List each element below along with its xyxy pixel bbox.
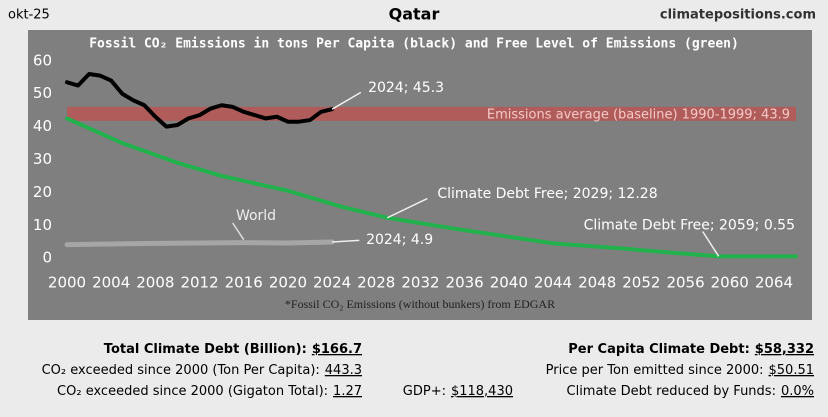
site: climatepositions.com <box>660 8 816 23</box>
footnote: *Fossil CO₂ Emissions (without bunkers) … <box>285 297 555 311</box>
stat: CO₂ exceeded since 2000 (Ton Per Capita)… <box>42 363 362 378</box>
y-tick-label: 20 <box>33 183 52 201</box>
stat-label: Total Climate Debt (Billion): <box>104 342 307 357</box>
baseline-label: Emissions average (baseline) 1990-1999; … <box>487 107 790 122</box>
x-tick-label: 2028 <box>357 274 395 292</box>
x-tick-label: 2060 <box>711 274 749 292</box>
annotation: Climate Debt Free; 2059; 0.55 <box>584 217 795 233</box>
x-tick-label: 2064 <box>755 274 793 292</box>
y-tick-label: 10 <box>33 216 52 234</box>
leader <box>331 91 362 110</box>
annotation: 2024; 4.9 <box>366 232 433 248</box>
x-tick-label: 2044 <box>534 274 572 292</box>
x-tick-label: 2052 <box>622 274 660 292</box>
leader <box>702 231 720 257</box>
stat-label: CO₂ exceeded since 2000 (Ton Per Capita)… <box>42 363 320 378</box>
y-tick-label: 50 <box>33 84 52 102</box>
leader <box>332 239 360 243</box>
stat: Per Capita Climate Debt: $58,332 <box>568 342 814 357</box>
date: okt-25 <box>8 8 50 23</box>
stat-value: 443.3 <box>325 363 362 378</box>
stat-value: $50.51 <box>769 363 815 378</box>
stat-label: Price per Ton emitted since 2000: <box>546 363 764 378</box>
stat-value: $166.7 <box>312 342 362 357</box>
leader <box>386 197 428 219</box>
stat-value: $58,332 <box>755 342 814 357</box>
x-tick-label: 2048 <box>578 274 616 292</box>
series-line <box>64 239 335 248</box>
y-tick-label: 60 <box>33 51 52 69</box>
x-tick-label: 2012 <box>180 274 218 292</box>
stat-value: 1.27 <box>333 384 362 399</box>
x-tick-label: 2032 <box>401 274 439 292</box>
x-tick-label: 2000 <box>48 274 86 292</box>
plot-panel <box>28 30 812 320</box>
leader <box>232 222 245 241</box>
stat-label: Climate Debt reduced by Funds: <box>567 384 776 399</box>
y-tick-label: 0 <box>42 249 52 267</box>
stat: GDP+: $118,430 <box>403 384 513 399</box>
series-label: World <box>236 208 276 224</box>
stat: Price per Ton emitted since 2000: $50.51 <box>546 363 814 378</box>
stat: Climate Debt reduced by Funds: 0.0% <box>567 384 815 399</box>
stat-label: CO₂ exceeded since 2000 (Gigaton Total): <box>57 384 328 399</box>
y-tick-label: 40 <box>33 117 52 135</box>
annotation: 2024; 45.3 <box>368 80 444 96</box>
x-tick-label: 2040 <box>490 274 528 292</box>
chart-title: Fossil CO₂ Emissions in tons Per Capita … <box>89 37 739 52</box>
y-tick-label: 30 <box>33 150 52 168</box>
stat: Total Climate Debt (Billion): $166.7 <box>104 342 362 357</box>
stat-label: GDP+: <box>403 384 446 399</box>
stat-value: 0.0% <box>781 384 814 399</box>
x-tick-label: 2024 <box>313 274 351 292</box>
stat: CO₂ exceeded since 2000 (Gigaton Total):… <box>57 384 362 399</box>
series-line <box>65 72 335 129</box>
x-tick-label: 2056 <box>666 274 704 292</box>
annotation: Climate Debt Free; 2029; 12.28 <box>437 186 657 202</box>
series-line <box>65 116 798 259</box>
x-tick-label: 2036 <box>446 274 484 292</box>
x-tick-label: 2004 <box>92 274 130 292</box>
country: Qatar <box>389 5 440 24</box>
x-tick-label: 2016 <box>225 274 263 292</box>
stat-label: Per Capita Climate Debt: <box>568 342 750 357</box>
x-tick-label: 2020 <box>269 274 307 292</box>
x-tick-label: 2008 <box>136 274 174 292</box>
baseline-band <box>67 106 796 121</box>
stat-value: $118,430 <box>451 384 513 399</box>
